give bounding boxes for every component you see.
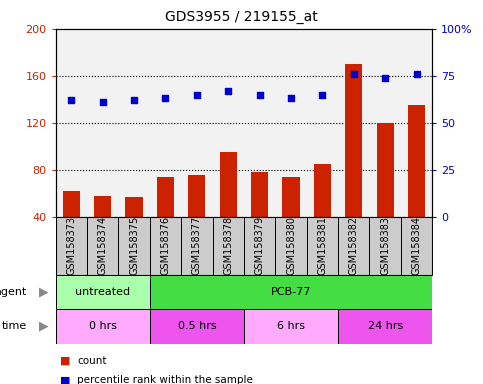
FancyBboxPatch shape: [275, 217, 307, 275]
Text: GSM158375: GSM158375: [129, 216, 139, 275]
Point: [130, 97, 138, 103]
Bar: [63, 191, 80, 264]
Text: GSM158377: GSM158377: [192, 216, 202, 275]
Text: GSM158382: GSM158382: [349, 216, 359, 275]
Point: [68, 97, 75, 103]
Point: [193, 91, 201, 98]
Bar: [157, 177, 174, 264]
Text: percentile rank within the sample: percentile rank within the sample: [77, 375, 253, 384]
Point: [256, 91, 264, 98]
FancyBboxPatch shape: [338, 217, 369, 275]
FancyBboxPatch shape: [213, 217, 244, 275]
FancyBboxPatch shape: [118, 217, 150, 275]
FancyBboxPatch shape: [150, 217, 181, 275]
Point: [382, 74, 389, 81]
FancyBboxPatch shape: [338, 309, 432, 344]
FancyBboxPatch shape: [56, 275, 150, 309]
Text: GSM158378: GSM158378: [223, 216, 233, 275]
Point: [224, 88, 232, 94]
Point: [319, 91, 327, 98]
Point: [412, 71, 420, 77]
Text: untreated: untreated: [75, 287, 130, 297]
Text: GSM158379: GSM158379: [255, 216, 265, 275]
Text: time: time: [1, 321, 27, 331]
Point: [287, 95, 295, 101]
Bar: [283, 177, 299, 264]
Point: [99, 99, 107, 105]
Bar: [94, 196, 111, 264]
Text: GSM158380: GSM158380: [286, 216, 296, 275]
FancyBboxPatch shape: [56, 217, 87, 275]
Text: ▶: ▶: [39, 285, 48, 298]
Text: PCB-77: PCB-77: [271, 287, 311, 297]
Bar: [377, 123, 394, 264]
FancyBboxPatch shape: [150, 275, 432, 309]
FancyBboxPatch shape: [307, 217, 338, 275]
Text: 0 hrs: 0 hrs: [89, 321, 116, 331]
FancyBboxPatch shape: [244, 309, 338, 344]
Text: count: count: [77, 356, 107, 366]
Text: 24 hrs: 24 hrs: [368, 321, 403, 331]
Bar: [408, 105, 425, 264]
Text: GSM158374: GSM158374: [98, 216, 108, 275]
FancyBboxPatch shape: [369, 217, 401, 275]
FancyBboxPatch shape: [56, 309, 150, 344]
FancyBboxPatch shape: [87, 217, 118, 275]
Bar: [345, 64, 362, 264]
Text: GSM158384: GSM158384: [412, 216, 422, 275]
FancyBboxPatch shape: [244, 217, 275, 275]
Text: GDS3955 / 219155_at: GDS3955 / 219155_at: [165, 10, 318, 23]
Bar: [251, 172, 268, 264]
Point: [350, 71, 357, 77]
Text: ▶: ▶: [39, 320, 48, 333]
Text: GSM158381: GSM158381: [317, 216, 327, 275]
FancyBboxPatch shape: [150, 309, 244, 344]
Text: ■: ■: [60, 375, 71, 384]
FancyBboxPatch shape: [181, 217, 213, 275]
Text: 0.5 hrs: 0.5 hrs: [178, 321, 216, 331]
Text: GSM158376: GSM158376: [160, 216, 170, 275]
Text: GSM158383: GSM158383: [380, 216, 390, 275]
Bar: [188, 175, 205, 264]
Text: 6 hrs: 6 hrs: [277, 321, 305, 331]
Text: GSM158373: GSM158373: [66, 216, 76, 275]
FancyBboxPatch shape: [401, 217, 432, 275]
Bar: [314, 164, 331, 264]
Text: agent: agent: [0, 287, 27, 297]
Text: ■: ■: [60, 356, 71, 366]
Point: [161, 95, 170, 101]
Bar: [126, 197, 142, 264]
Bar: [220, 152, 237, 264]
